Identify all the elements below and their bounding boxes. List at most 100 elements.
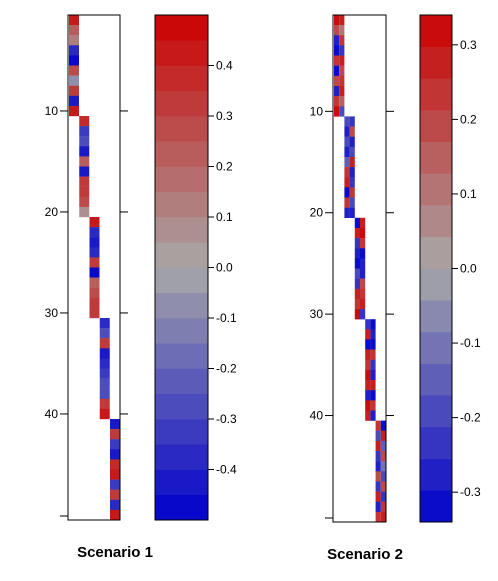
heatmap-cell [334, 65, 340, 77]
heatmap-cell [339, 85, 345, 97]
heatmap-cell [110, 469, 120, 480]
heatmap-cell [69, 75, 79, 86]
heatmap-cell [370, 380, 376, 391]
heatmap-cell [349, 156, 355, 168]
heatmap-cell [99, 398, 110, 410]
heatmap-cell [79, 156, 90, 167]
heatmap-cell [354, 227, 360, 239]
colorbar-tick-label: 0.0 [216, 261, 233, 275]
colorbar-segment [155, 141, 208, 167]
colorbar-tick-label: 0.2 [460, 112, 477, 126]
heatmap-cell [69, 45, 79, 56]
heatmap-cell [365, 369, 371, 381]
heatmap-cell [380, 481, 386, 492]
heatmap-cell [69, 25, 79, 36]
colorbar-tick-label: -0.3 [460, 485, 481, 499]
y-tick-label: 10 [310, 104, 324, 118]
heatmap-cell [380, 461, 386, 472]
colorbar-segment [420, 300, 452, 333]
heatmap-cell [375, 440, 381, 452]
heatmap-cell [339, 15, 345, 26]
heatmap-cell [380, 430, 386, 442]
heatmap-cell [89, 267, 100, 278]
heatmap-cell [354, 217, 360, 229]
colorbar-segment [420, 78, 452, 111]
colorbar-segment [155, 343, 208, 369]
heatmap-cell [339, 55, 345, 66]
heatmap-cell [360, 248, 366, 259]
heatmap-cell [349, 207, 355, 218]
heatmap-cell [380, 420, 386, 431]
colorbar-segment [420, 490, 452, 523]
heatmap-cell [344, 207, 350, 218]
heatmap-cell [99, 378, 110, 389]
heatmap-cell [339, 106, 345, 117]
heatmap-cell [354, 298, 360, 310]
heatmap-cell [89, 297, 100, 309]
heatmap-cell [370, 390, 376, 401]
colorbar-segment [420, 236, 452, 269]
heatmap-cell [69, 15, 79, 26]
heatmap-cell [365, 339, 371, 350]
heatmap-cell [334, 35, 340, 46]
colorbar-segment [155, 368, 208, 395]
colorbar-segment [155, 217, 208, 243]
heatmap-cell [110, 499, 120, 511]
heatmap-cell [99, 338, 110, 349]
colorbar-tick-label: -0.2 [216, 362, 237, 376]
heatmap-cell [380, 440, 386, 452]
y-tick-label: 20 [310, 206, 324, 220]
heatmap-cell [339, 35, 345, 46]
heatmap-cell [89, 237, 100, 248]
heatmap-cell [354, 258, 360, 269]
heatmap-cell [79, 116, 90, 127]
heatmap-cell [334, 75, 340, 87]
heatmap-cell [375, 511, 381, 523]
heatmap-cell [380, 501, 386, 513]
colorbar-segment [420, 173, 452, 206]
heatmap-cell [375, 451, 381, 462]
colorbar-segment [420, 15, 452, 47]
colorbar-segment [155, 419, 208, 445]
colorbar-segment [155, 242, 208, 268]
colorbar-tick-label: 0.4 [216, 59, 233, 73]
heatmap-cell [339, 75, 345, 87]
colorbar-tick-label: -0.1 [216, 311, 237, 325]
colorbar-segment [155, 444, 208, 470]
colorbar-tick-label: -0.1 [460, 336, 481, 350]
panel-title: Scenario 2 [327, 546, 403, 563]
heatmap-cell [110, 479, 120, 490]
heatmap-cell [354, 288, 360, 300]
heatmap-cell [79, 196, 90, 208]
heatmap-cell [365, 390, 371, 401]
colorbar-tick-label: -0.2 [460, 411, 481, 425]
heatmap-cell [365, 410, 371, 421]
heatmap-cell [365, 349, 371, 360]
heatmap-cell [89, 307, 100, 319]
heatmap-cell [334, 106, 340, 117]
heatmap-cell [99, 388, 110, 399]
plot-frame [67, 14, 121, 521]
y-tick-label: 10 [45, 104, 59, 118]
heatmap-cell [344, 156, 350, 168]
colorbar-segment [155, 40, 208, 66]
colorbar-segment [155, 393, 208, 420]
colorbar-segment [420, 205, 452, 238]
heatmap-cell [69, 95, 79, 107]
heatmap-cell [360, 258, 366, 269]
heatmap-cell [79, 166, 90, 177]
colorbar-segment [420, 141, 452, 174]
colorbar-segment [155, 292, 208, 319]
heatmap-cell [344, 197, 350, 208]
heatmap-cell [375, 471, 381, 482]
heatmap-cell [344, 126, 350, 137]
heatmap-cell [380, 491, 386, 502]
y-tick-label: 30 [45, 306, 59, 320]
heatmap-cell [365, 319, 371, 330]
heatmap-cell [344, 116, 350, 127]
heatmap-cell [99, 348, 110, 359]
heatmap-cell [360, 309, 366, 320]
colorbar-segment [155, 65, 208, 92]
